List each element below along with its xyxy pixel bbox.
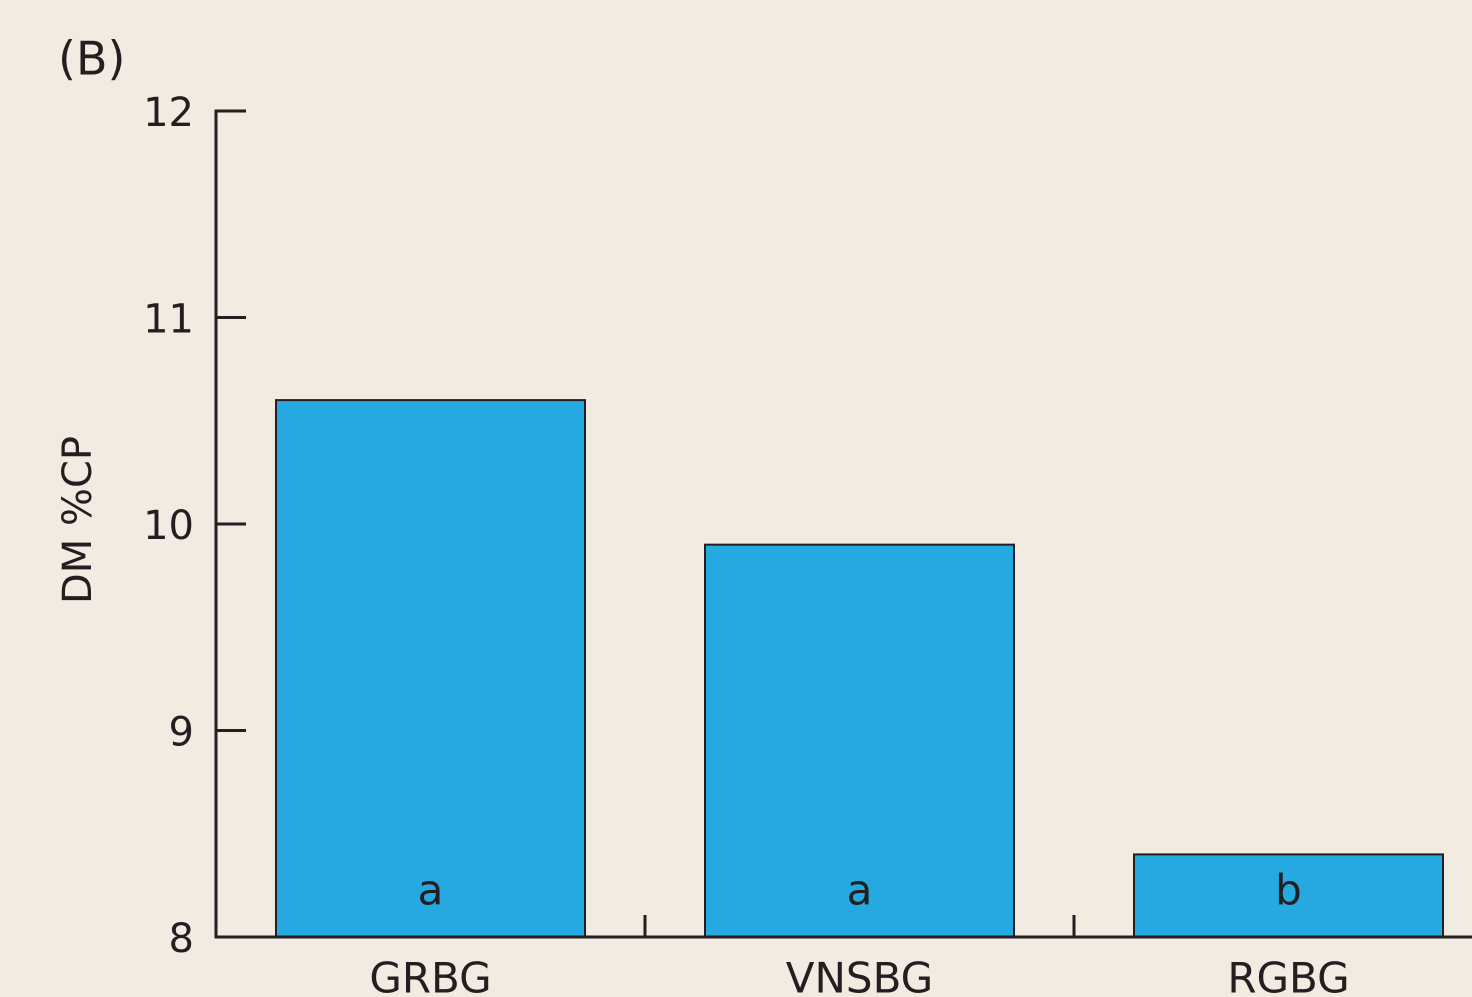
y-tick-label: 11 (143, 297, 194, 343)
y-tick-label: 8 (169, 916, 194, 962)
y-tick-label: 9 (169, 710, 194, 756)
bar-annotation: a (847, 866, 873, 915)
panel-label: (B) (58, 32, 125, 86)
bar-annotation: a (418, 866, 444, 915)
x-tick-label: VNSBG (786, 954, 933, 997)
y-axis-label: DM %CP (55, 436, 101, 604)
bar-annotation: b (1275, 866, 1302, 915)
bar (275, 399, 586, 939)
x-tick-label: GRBG (369, 954, 491, 997)
x-tick-label: RGBG (1227, 954, 1349, 997)
y-tick-label: 10 (143, 503, 194, 549)
y-tick-label: 12 (143, 90, 194, 136)
bar (704, 543, 1015, 939)
